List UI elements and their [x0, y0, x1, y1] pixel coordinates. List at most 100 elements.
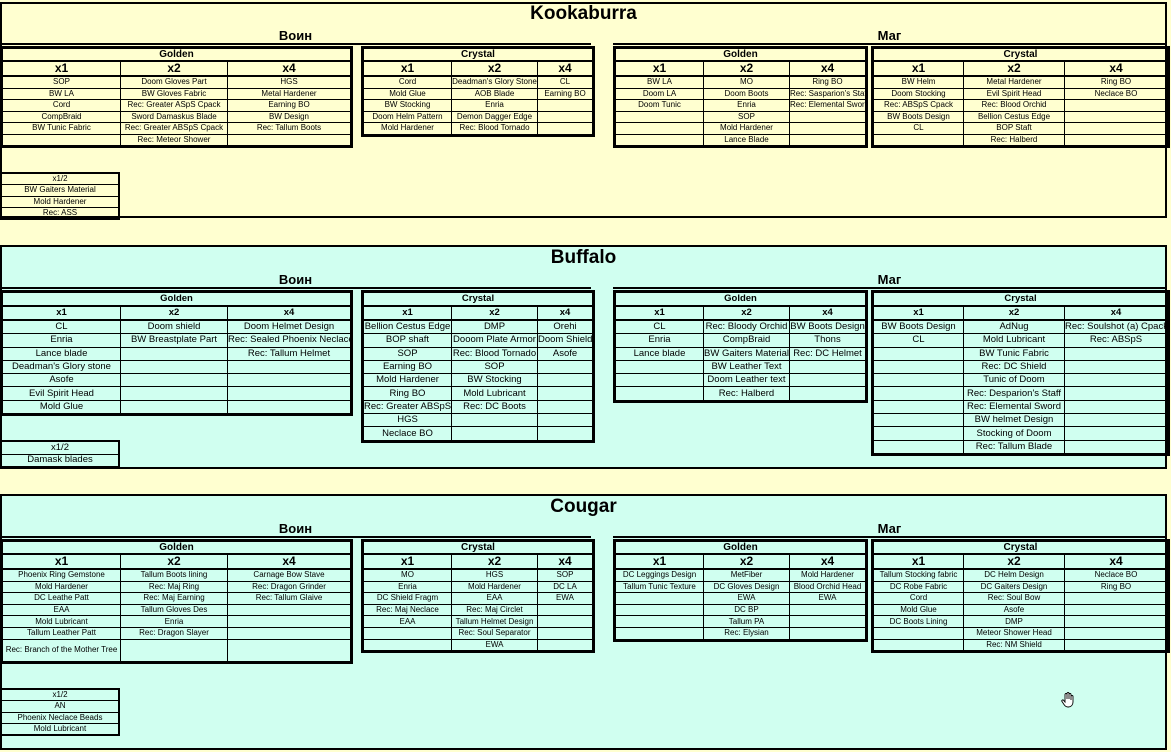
- table-row: Enria BW Breastplate Part Rec: Sealed Phoe…: [1, 333, 353, 348]
- table-cell: Tallum Leather Patt: [1, 626, 121, 640]
- table-cell: [536, 359, 595, 375]
- table-row: Damask blades: [0, 453, 120, 468]
- table-cell: DC Shield Fragm: [362, 592, 452, 605]
- table-row: Rec: Desparion's Staff: [872, 386, 1170, 401]
- table-row: HGS: [362, 413, 595, 428]
- crystal-table: Crystal x1 x2 x4 Cord Deadman's Glory Stone CL…: [361, 46, 596, 137]
- table-row: Mold Hardener: [0, 195, 120, 208]
- table-cell: [872, 346, 964, 361]
- table-row: BW Boots Design Bellion Cestus Edge: [872, 110, 1170, 123]
- table-caption: Crystal: [871, 47, 1170, 62]
- table-cell: Rec: Tallum Helmet: [226, 346, 353, 361]
- table-cell: DC Boots Lining: [872, 615, 964, 628]
- table-cell: [872, 386, 964, 401]
- half-rate-table: x1/2 BW Gaiters Material Mold Hardener Rec:…: [0, 172, 120, 221]
- table-cell: Mold Glue: [362, 87, 452, 100]
- table-cell: BW LA: [614, 75, 704, 89]
- table-caption-row: Crystal: [361, 540, 595, 555]
- table-cell: EWA: [703, 592, 790, 605]
- table-cell: AOB Blade: [451, 87, 538, 100]
- table-row: Rec: Maj Neclace Rec: Maj Circlet: [362, 603, 595, 617]
- column-header: x2: [120, 553, 228, 570]
- column-header: x1: [872, 60, 964, 77]
- table-cell: Enria: [703, 99, 790, 112]
- half-rate-label: x1/2: [0, 440, 120, 455]
- table-cell: HGS: [227, 75, 352, 89]
- column-header: x1: [1, 553, 121, 570]
- table-row: DC Leathe Patt Rec: Maj Earning Rec: Tallu…: [1, 592, 352, 605]
- table-cell: Enria: [120, 615, 228, 628]
- table-cell: Mold Hardener: [1, 580, 121, 594]
- table-cell: [536, 399, 595, 415]
- table-cell: MetFiber: [703, 568, 790, 582]
- table-row: SOP Rec: Blood Tornado Asofe: [362, 346, 595, 361]
- table-cell: Enria: [1, 333, 121, 348]
- table-caption-row: Crystal: [871, 47, 1170, 62]
- table-cell: [227, 626, 352, 640]
- table-row: DC Shield Fragm EAA EWA: [362, 592, 595, 605]
- table-row: Doom Stocking Evil Spirit Head Neclace BO: [872, 87, 1170, 100]
- table-cell: HGS: [362, 413, 452, 428]
- header-row: x1 x2 x4: [362, 305, 595, 321]
- table-row: BW helmet Design: [872, 413, 1170, 428]
- table-cell: [788, 373, 868, 388]
- table-cell: [872, 439, 964, 455]
- table-cell: Mold Glue: [872, 603, 964, 617]
- class-title: Воин: [0, 521, 591, 538]
- column-header: x4: [536, 553, 595, 570]
- table-cell: [1063, 426, 1170, 441]
- header-row: x1 x2 x4: [872, 553, 1170, 570]
- table-cell: [451, 426, 538, 442]
- table-cell: BW LA: [1, 87, 121, 100]
- table-cell: Rec: Blood Orchid: [963, 99, 1065, 112]
- table-cell: [1063, 413, 1170, 428]
- table-row: EAA Tallum Gloves Des: [1, 603, 352, 617]
- table-cell: [614, 133, 704, 147]
- table-cell: Rec: Tallum Blade: [963, 439, 1065, 455]
- table-cell: DC Helm Design: [963, 568, 1065, 582]
- table-cell: [536, 603, 595, 617]
- table-cell: [120, 399, 228, 416]
- table-row: Mold Hardener Rec: Blood Tornado: [362, 122, 595, 136]
- table-cell: [227, 615, 352, 628]
- table-cell: DC BP: [703, 603, 790, 617]
- table-row: Doom LA Doom Boots Rec: Sasparion's Staff: [614, 87, 867, 100]
- table-caption: Crystal: [871, 291, 1170, 307]
- table-cell: Rec: Tallum Boots: [227, 122, 352, 135]
- table-cell: [120, 638, 228, 663]
- table-cell: [536, 615, 595, 628]
- table-cell: Lance blade: [1, 346, 121, 361]
- crystal-table: Crystal x1 x2 x4 MO HGS SOP Enria Mold Hardener D…: [361, 539, 596, 654]
- table-cell: DC Gaiters Design: [963, 580, 1065, 594]
- column-header: x4: [226, 305, 353, 321]
- table-cell: [789, 133, 867, 147]
- header-row: x1 x2 x4: [614, 305, 868, 321]
- table-row: Neclace BO: [362, 426, 595, 442]
- table-row: AN: [0, 700, 120, 713]
- table-cell: BW Leather Text: [703, 359, 790, 375]
- table-cell: Tallum PA: [703, 615, 790, 628]
- table-caption-row: Golden: [614, 47, 867, 62]
- half-rate-table: x1/2 Damask blades: [0, 440, 120, 468]
- table-row: Rec: DC Shield: [872, 359, 1170, 375]
- table-cell: BW Boots Design: [872, 319, 964, 335]
- table-cell: [1063, 110, 1170, 123]
- table-cell: BW Breastplate Part: [120, 333, 228, 348]
- table-cell: [614, 359, 704, 375]
- table-cell: [226, 399, 353, 416]
- column-header: x1: [614, 305, 704, 321]
- column-header: x1: [362, 553, 452, 570]
- table-caption: Golden: [1, 47, 352, 62]
- table-row: Mold Glue AOB Blade Earning BO: [362, 87, 595, 100]
- table-row: Cord Rec: Soul Bow: [872, 592, 1170, 605]
- table-cell: Thons: [788, 333, 868, 348]
- table-cell: Rec: Meteor Shower: [120, 133, 228, 147]
- column-header: x1: [1, 305, 121, 321]
- table-cell: [227, 603, 352, 617]
- column-header: x1: [872, 553, 964, 570]
- table-cell: [536, 99, 595, 112]
- table-cell: [789, 122, 867, 135]
- column-header: x2: [963, 305, 1065, 321]
- table-cell: Rec: Maj Ring: [120, 580, 228, 594]
- table-cell: EAA: [362, 615, 452, 628]
